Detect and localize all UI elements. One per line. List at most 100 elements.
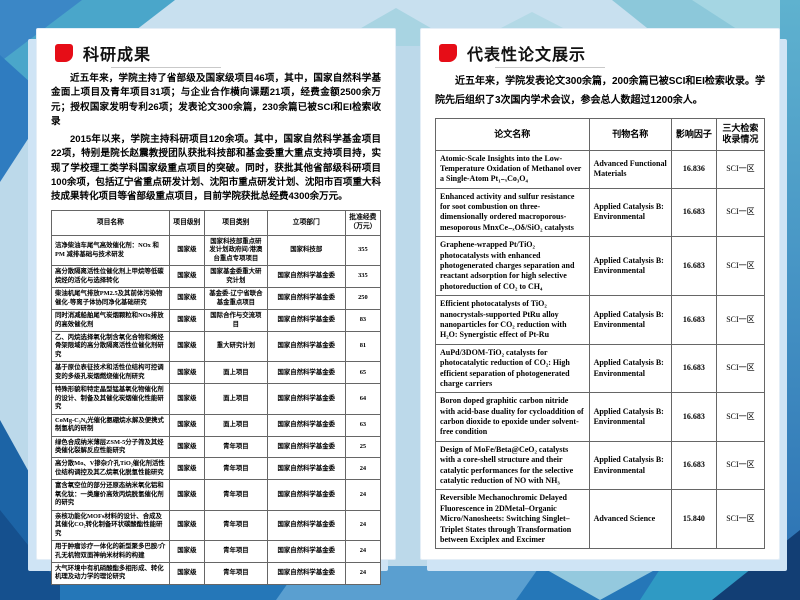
table-cell: 基金委-辽宁省联合基金重点项目 xyxy=(204,287,268,311)
table-cell: Atomic-Scale Insights into the Low-Tempe… xyxy=(435,149,590,189)
table-cell: Applied Catalysis B: Environmental xyxy=(588,392,672,442)
background-right-strip xyxy=(780,0,800,600)
table-body: 洁净柴油车尾气高效催化剂：NOx 和PM 减排基础与技术研发 国家级 国家科技部重点… xyxy=(51,234,382,585)
table-row: 基于原位表征技术和活性位结构可控调变的多级孔炭烟燃烧催化剂研究 国家级 面上项目 国家… xyxy=(51,361,382,385)
table-cell: 青年项目 xyxy=(204,435,268,459)
table-cell: 国家级 xyxy=(168,435,206,459)
table-cell: 高分散Mo、V掺杂介孔TiO₂催化剂活性位结构调控及其乙烷氧化脱氢性能研究 xyxy=(51,457,170,481)
table-cell: 用于肿瘤诊疗一体化的新型聚多巴胺/介孔无机物双面神纳米材料的构建 xyxy=(51,540,170,563)
table-cell: 国家级 xyxy=(168,561,206,585)
table-cell: 国家级 xyxy=(168,509,206,542)
table-cell: 高分散隔离活性位催化剂上甲烷等低碳烷烃的活化与选择转化 xyxy=(51,265,170,289)
column-header: 项目类别 xyxy=(204,210,268,236)
table-cell: Advanced Science xyxy=(588,489,672,550)
table-cell: 355 xyxy=(344,234,382,267)
table-cell: 国家级 xyxy=(168,540,206,563)
table-cell: SCI一区 xyxy=(715,489,766,550)
table-cell: 绿色合成纳米薄层ZSM-5分子筛及其烃类催化裂解反应性能研究 xyxy=(51,435,170,459)
column-header: 项目名称 xyxy=(51,210,170,236)
table-row: CoMg-C₃N₄光催化氨硼烷水解及便携式制氢机的研制 国家级 面上项目 国家自然科学… xyxy=(51,413,382,437)
panel-header: 科研成果 xyxy=(55,41,381,65)
table-cell: Reversible Mechanochromic Delayed Fluore… xyxy=(435,489,590,550)
table-cell: 65 xyxy=(344,361,382,385)
red-square-icon xyxy=(439,44,457,62)
table-row: 高分散隔离活性位催化剂上甲烷等低碳烷烃的活化与选择转化 国家级 国家基金委重大研究计… xyxy=(51,265,382,289)
table-row: 富含氧空位的部分还原态纳米氧化铝和氧化钛：一类廉价高效丙烷脱氢催化剂的研究 国家级… xyxy=(51,479,382,511)
table-row: Atomic-Scale Insights into the Low-Tempe… xyxy=(435,149,766,189)
table-cell: 国家自然科学基金委 xyxy=(266,330,346,363)
representative-papers-panel: 代表性论文展示 近五年来，学院发表论文300余篇，200余篇已被SCI和EI检索… xyxy=(420,28,780,560)
table-cell: 国家自然科学基金委 xyxy=(266,479,346,511)
table-cell: 16.683 xyxy=(670,440,717,491)
table-cell: 24 xyxy=(344,457,382,481)
table-cell: 国家自然科学基金委 xyxy=(266,287,346,311)
table-cell: 青年项目 xyxy=(204,509,268,542)
table-cell: 国家级 xyxy=(168,361,206,385)
table-cell: 特殊形貌和特定晶型锰基氧化物催化剂的设计、制备及其催化炭烟催化性能研究 xyxy=(51,383,170,415)
table-cell: SCI一区 xyxy=(715,343,766,394)
table-cell: 24 xyxy=(344,540,382,563)
table-cell: 洁净柴油车尾气高效催化剂：NOx 和PM 减排基础与技术研发 xyxy=(51,234,170,267)
table-cell: Advanced Functional Materials xyxy=(588,149,672,189)
table-row: 柴油机尾气排放PM2.5及其前体污染物催化-等离子体协同净化基础研究 国家级 基金委… xyxy=(51,287,382,311)
column-header: 影响因子 xyxy=(670,118,717,151)
table-cell: 国家自然科学基金委 xyxy=(266,540,346,563)
table-cell: 国家级 xyxy=(168,413,206,437)
table-head: 项目名称 项目级别 项目类别 立项部门 批准经费（万元） xyxy=(51,210,382,236)
table-row: 同时消减船舶尾气炭烟颗粒和NOx排放的高效催化剂 国家级 国际合作与交流项目 国家自然… xyxy=(51,309,382,332)
table-cell: 国家级 xyxy=(168,330,206,363)
column-header: 立项部门 xyxy=(266,210,346,236)
table-cell: 国家科技部 xyxy=(266,234,346,267)
panel-header: 代表性论文展示 xyxy=(439,41,765,65)
table-cell: 同时消减船舶尾气炭烟颗粒和NOx排放的高效催化剂 xyxy=(51,309,170,332)
table-cell: 国家自然科学基金委 xyxy=(266,457,346,481)
table-cell: 国家自然科学基金委 xyxy=(266,383,346,415)
table-cell: 国家级 xyxy=(168,457,206,481)
table-row: Graphene-wrapped Pt/TiO₂ photocatalysts … xyxy=(435,236,766,297)
table-cell: 国家级 xyxy=(168,265,206,289)
table-cell: 国家自然科学基金委 xyxy=(266,435,346,459)
table-cell: CoMg-C₃N₄光催化氨硼烷水解及便携式制氢机的研制 xyxy=(51,413,170,437)
table-cell: 青年项目 xyxy=(204,479,268,511)
column-header: 刊物名称 xyxy=(588,118,672,151)
table-row: AuPd/3DOM-TiO₂ catalysts for photocataly… xyxy=(435,343,766,394)
table-cell: 81 xyxy=(344,330,382,363)
intro-paragraph: 近五年来，学院发表论文300余篇，200余篇已被SCI和EI检索收录。学院先后组… xyxy=(435,76,765,106)
table-cell: 乙、丙烷选择氧化制含氧化合物和烯烃骨架限域的高分散隔离活性位催化剂研究 xyxy=(51,330,170,363)
table-cell: Applied Catalysis B: Environmental xyxy=(588,295,672,345)
table-cell: Boron doped graphitic carbon nitride wit… xyxy=(435,392,590,442)
table-cell: 国际合作与交流项目 xyxy=(204,309,268,332)
table-cell: Applied Catalysis B: Environmental xyxy=(588,440,672,491)
red-square-icon xyxy=(55,44,73,62)
panel-title: 科研成果 xyxy=(83,47,152,64)
table-cell: 25 xyxy=(344,435,382,459)
table-cell: 16.683 xyxy=(670,343,717,394)
table-row: Boron doped graphitic carbon nitride wit… xyxy=(435,392,766,442)
table-cell: 国家基金委重大研究计划 xyxy=(204,265,268,289)
table-cell: 250 xyxy=(344,287,382,311)
table-cell: 64 xyxy=(344,383,382,415)
table-row: 大气环境中有机硝酸酯多相形成、转化机理及动力学的理论研究 国家级 青年项目 国家自然科… xyxy=(51,561,382,585)
column-header: 项目级别 xyxy=(168,210,206,236)
table-row: 乙、丙烷选择氧化制含氧化合物和烯烃骨架限域的高分散隔离活性位催化剂研究 国家级 重大… xyxy=(51,330,382,363)
table-cell: 青年项目 xyxy=(204,540,268,563)
table-cell: 16.683 xyxy=(670,295,717,345)
table-cell: 青年项目 xyxy=(204,457,268,481)
table-cell: 面上项目 xyxy=(204,361,268,385)
table-row: Enhanced activity and sulfur resistance … xyxy=(435,187,766,238)
table-cell: SCI一区 xyxy=(715,236,766,297)
table-cell: 24 xyxy=(344,509,382,542)
research-achievements-panel: 科研成果 近五年来，学院主持了省部级及国家级项目46项，其中，国家自然科学基金面… xyxy=(36,28,396,585)
table-cell: 国家自然科学基金委 xyxy=(266,361,346,385)
table-cell: Graphene-wrapped Pt/TiO₂ photocatalysts … xyxy=(435,236,590,297)
table-cell: Design of MoFe/Beta@CeO₂ catalysts with … xyxy=(435,440,590,491)
table-cell: 国家级 xyxy=(168,287,206,311)
table-head: 论文名称 刊物名称 影响因子 三大检索收录情况 xyxy=(435,118,766,151)
intro-paragraph: 近五年来，学院主持了省部级及国家级项目46项，其中，国家自然科学基金面上项目及青… xyxy=(51,73,381,127)
table-cell: 63 xyxy=(344,413,382,437)
table-row: 高分散Mo、V掺杂介孔TiO₂催化剂活性位结构调控及其乙烷氧化脱氢性能研究 国家级… xyxy=(51,457,382,481)
table-cell: 面上项目 xyxy=(204,413,268,437)
table-row: 绿色合成纳米薄层ZSM-5分子筛及其烃类催化裂解反应性能研究 国家级 青年项目 国家自… xyxy=(51,435,382,459)
table-cell: 国家自然科学基金委 xyxy=(266,509,346,542)
table-cell: 重大研究计划 xyxy=(204,330,268,363)
